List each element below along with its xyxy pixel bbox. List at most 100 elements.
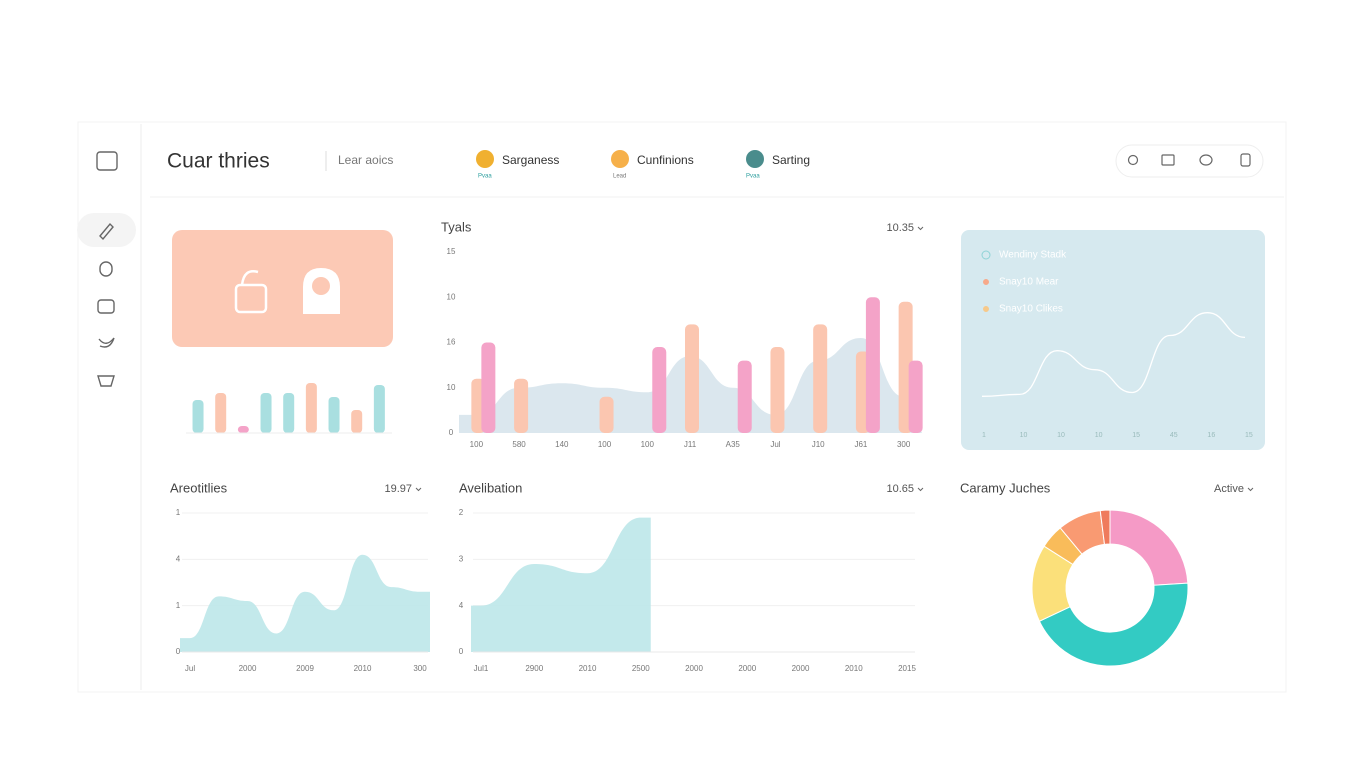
feature-card [172,230,393,347]
chart-title: Areotitlies [170,480,228,495]
legend-label: Wendiny Stadk [999,250,1067,261]
nav-bird[interactable] [98,337,115,348]
nav-edit[interactable] [99,222,114,241]
y-tick-label: 4 [176,554,181,563]
x-tick-label: 580 [512,440,526,449]
bar [260,393,272,433]
period-select[interactable]: 10.35 [886,222,914,234]
x-tick-label: 2000 [239,664,257,673]
card-icon [312,277,330,295]
x-tick-label: 300 [413,664,427,673]
y-tick-label: 0 [459,647,464,656]
y-tick-label: 0 [176,647,181,656]
period-select[interactable]: 10.65 [886,483,914,495]
x-tick-label: 2010 [579,664,597,673]
user-role: Lead [613,174,626,180]
bar [770,347,785,433]
logo-icon [96,151,118,171]
x-tick-label: 10 [1020,432,1028,439]
toolbar-icons [1127,153,1251,167]
x-tick-label: 100 [470,440,484,449]
y-tick-label: 3 [459,554,464,563]
legend-marker [983,279,989,285]
y-tick-label: 4 [459,601,464,610]
x-tick-label: 16 [1207,432,1215,439]
bar [481,342,496,433]
x-tick-label: A35 [726,440,741,449]
chevron [917,487,924,492]
avatar[interactable] [746,150,764,168]
nav-tray[interactable] [97,375,115,387]
bar [237,426,249,433]
bell-icon[interactable] [1240,153,1251,167]
y-tick-label: 0 [449,428,454,437]
avatar[interactable] [611,150,629,168]
bar [599,396,614,433]
bar [192,400,204,433]
page-subtitle: Lear aoics [338,153,393,167]
chart-title: Tyals [441,219,472,234]
x-tick-label: 2010 [845,664,863,673]
user-name[interactable]: Sarganess [502,153,559,167]
x-tick-label: 2900 [525,664,543,673]
period-select[interactable]: Active [1214,483,1244,495]
card-icon [234,283,268,314]
page-title: Cuar thries [167,150,270,173]
legend-marker [981,250,991,260]
x-tick-label: Jul [770,440,780,449]
bar [865,297,880,433]
x-tick-label: 2500 [632,664,650,673]
chart-title: Caramy Juches [960,480,1051,495]
user-role: Pvaa [746,174,760,180]
user-name[interactable]: Cunfinions [637,153,694,167]
bar [652,347,667,433]
nav-mail[interactable] [97,299,115,314]
x-tick-label: 2009 [296,664,314,673]
bar [215,393,227,433]
x-tick-label: 140 [555,440,569,449]
x-tick-label: 2000 [685,664,703,673]
x-tick-label: J10 [812,440,825,449]
user-name[interactable]: Sarting [772,153,810,167]
y-tick-label: 15 [447,247,456,256]
x-tick-label: 10 [1057,432,1065,439]
x-tick-label: 15 [1132,432,1140,439]
nav-item[interactable] [99,261,113,277]
sidebar [77,151,136,387]
y-tick-label: 2 [459,508,464,517]
avatar[interactable] [476,150,494,168]
x-tick-label: 15 [1245,432,1253,439]
x-tick-label: 100 [598,440,612,449]
legend-label: Snay10 Clikes [999,304,1063,315]
card-icon [240,270,259,286]
legend-marker [983,306,989,312]
bar [351,410,363,433]
bar [737,360,752,433]
x-tick-label: J61 [854,440,867,449]
x-tick-label: 1 [982,432,986,439]
calendar-icon[interactable] [1161,154,1175,166]
chat-icon[interactable] [1199,154,1213,166]
x-tick-label: 2015 [898,664,916,673]
bar [305,383,317,433]
bar [908,360,923,433]
line [981,312,1246,397]
x-tick-label: 2000 [792,664,810,673]
search-icon[interactable] [1127,154,1139,166]
bar [283,393,295,433]
area [471,517,651,652]
y-tick-label: 10 [447,383,456,392]
nav-active[interactable] [77,213,136,247]
x-tick-label: 2010 [354,664,372,673]
x-tick-label: Jul1 [474,664,489,673]
toolbar [1115,144,1264,178]
period-select[interactable]: 19.97 [384,483,412,495]
line-card [961,230,1265,450]
x-tick-label: J11 [684,440,697,449]
x-tick-label: Jul [185,664,195,673]
card-icons [234,270,268,314]
x-tick-label: 45 [1170,432,1178,439]
chart-title: Avelibation [459,480,522,495]
